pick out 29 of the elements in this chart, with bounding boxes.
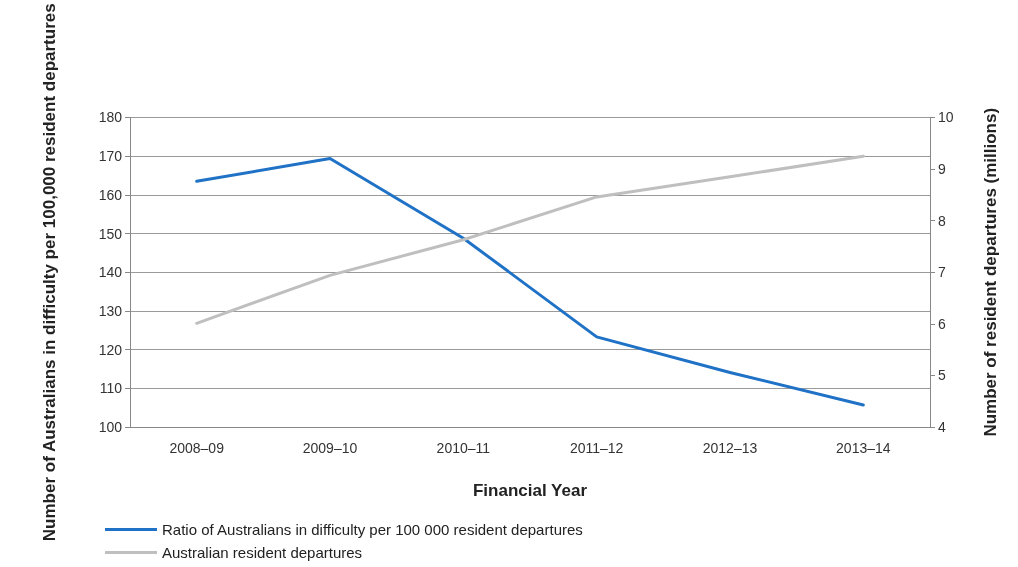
y-tick-label: 140 — [98, 264, 123, 281]
x-tick-label: 2011–12 — [569, 440, 624, 456]
x-tick-label: 2010–11 — [436, 440, 491, 456]
line-series — [195, 154, 865, 325]
y2-tick-label: 7 — [938, 264, 946, 281]
y-tick-label: 120 — [98, 341, 123, 358]
legend-label: Australian resident departures — [162, 544, 363, 561]
y2-tick-label: 8 — [938, 212, 946, 229]
x-axis-title: Financial Year — [472, 481, 588, 500]
y2-tick-label: 5 — [938, 367, 946, 384]
y-tick-label: 160 — [98, 186, 123, 203]
x-tick-label: 2012–13 — [702, 440, 758, 456]
x-tick-label: 2009–10 — [302, 440, 358, 456]
y-tick-label: 100 — [98, 419, 123, 435]
y-tick-label: 150 — [98, 225, 123, 242]
y2-axis-title: Number of resident departures (millions) — [981, 107, 1000, 437]
y-tick-label: 130 — [98, 302, 123, 319]
y-tick-label: 180 — [98, 109, 123, 126]
y-tick-label: 110 — [99, 380, 123, 397]
y2-tick-label: 4 — [938, 419, 946, 435]
legend-label: Ratio of Australians in difficulty per 100 000 resident departures — [162, 521, 583, 538]
y2-tick-label: 9 — [938, 161, 946, 178]
y2-tick-label: 6 — [938, 315, 946, 332]
y-axis-title: Number of Australians in difficulty per 100,000 resident departures — [40, 3, 59, 542]
y-tick-label: 170 — [98, 148, 123, 165]
line-series — [195, 157, 865, 407]
y2-tick-label: 10 — [938, 109, 954, 126]
x-tick-label: 2008–09 — [169, 440, 225, 456]
x-tick-label: 2013–14 — [836, 440, 891, 456]
